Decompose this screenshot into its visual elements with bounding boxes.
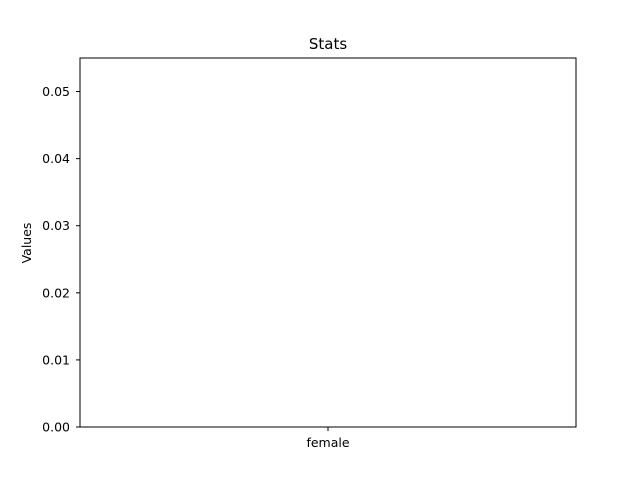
y-tick-label: 0.03 xyxy=(42,218,70,233)
y-tick-label: 0.05 xyxy=(42,84,70,99)
y-tick-label: 0.00 xyxy=(42,420,70,435)
chart-title: Stats xyxy=(309,35,347,53)
y-axis-ticks: 0.00 0.01 0.02 0.03 0.04 0.05 xyxy=(42,84,80,435)
x-axis-ticks: female xyxy=(306,427,350,450)
y-tick-label: 0.01 xyxy=(42,352,70,367)
x-tick-label: female xyxy=(306,435,349,450)
y-tick-label: 0.02 xyxy=(42,285,70,300)
plot-frame xyxy=(79,57,577,428)
y-tick-label: 0.04 xyxy=(42,151,70,166)
y-axis-label: Values xyxy=(19,223,34,264)
